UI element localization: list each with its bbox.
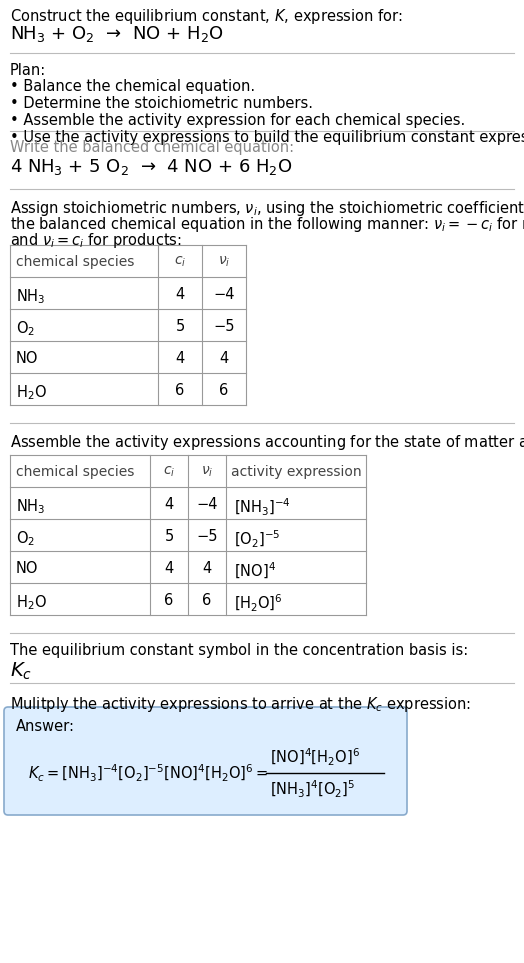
Text: Mulitply the activity expressions to arrive at the $K_c$ expression:: Mulitply the activity expressions to arr… [10,695,471,714]
Text: −4: −4 [213,287,235,302]
Text: 4 NH$_3$ + 5 O$_2$  →  4 NO + 6 H$_2$O: 4 NH$_3$ + 5 O$_2$ → 4 NO + 6 H$_2$O [10,157,292,177]
Text: H$_2$O: H$_2$O [16,383,47,402]
Text: NO: NO [16,351,38,366]
Text: 6: 6 [220,383,228,398]
Text: 5: 5 [176,319,184,334]
Text: 6: 6 [176,383,184,398]
Text: • Balance the chemical equation.: • Balance the chemical equation. [10,79,255,94]
Text: chemical species: chemical species [16,255,134,269]
Text: Assemble the activity expressions accounting for the state of matter and $\nu_i$: Assemble the activity expressions accoun… [10,433,524,452]
Text: Construct the equilibrium constant, $K$, expression for:: Construct the equilibrium constant, $K$,… [10,7,402,26]
Text: 5: 5 [165,529,173,544]
FancyBboxPatch shape [4,707,407,815]
Text: O$_2$: O$_2$ [16,529,35,548]
Text: O$_2$: O$_2$ [16,319,35,338]
Text: • Assemble the activity expression for each chemical species.: • Assemble the activity expression for e… [10,113,465,128]
Text: 4: 4 [165,561,173,576]
Text: Write the balanced chemical equation:: Write the balanced chemical equation: [10,140,294,155]
Text: Assign stoichiometric numbers, $\nu_i$, using the stoichiometric coefficients, $: Assign stoichiometric numbers, $\nu_i$, … [10,199,524,218]
Text: [O$_2$]$^{-5}$: [O$_2$]$^{-5}$ [234,529,280,550]
Text: 4: 4 [176,351,184,366]
Text: chemical species: chemical species [16,465,134,479]
Text: • Use the activity expressions to build the equilibrium constant expression.: • Use the activity expressions to build … [10,130,524,145]
Text: H$_2$O: H$_2$O [16,593,47,612]
Text: $K_c$: $K_c$ [10,661,32,683]
Text: 4: 4 [165,497,173,512]
Text: $c_i$: $c_i$ [174,255,186,270]
Text: the balanced chemical equation in the following manner: $\nu_i = -c_i$ for react: the balanced chemical equation in the fo… [10,215,524,234]
Text: [NO]$^4$: [NO]$^4$ [234,561,276,581]
Text: −4: −4 [196,497,218,512]
Text: −5: −5 [196,529,218,544]
Text: • Determine the stoichiometric numbers.: • Determine the stoichiometric numbers. [10,96,313,111]
Text: 4: 4 [176,287,184,302]
Text: NH$_3$: NH$_3$ [16,287,45,305]
Text: NO: NO [16,561,38,576]
Text: $[\mathrm{NO}]^4[\mathrm{H_2O}]^6$: $[\mathrm{NO}]^4[\mathrm{H_2O}]^6$ [270,746,360,768]
Text: 6: 6 [165,593,173,608]
Text: $\nu_i$: $\nu_i$ [218,255,230,270]
Text: activity expression: activity expression [231,465,362,479]
Text: $c_i$: $c_i$ [163,465,175,480]
Text: 4: 4 [202,561,212,576]
Text: $K_c = [\mathrm{NH_3}]^{-4}[\mathrm{O_2}]^{-5}[\mathrm{NO}]^4[\mathrm{H_2O}]^6 =: $K_c = [\mathrm{NH_3}]^{-4}[\mathrm{O_2}… [28,763,268,784]
Text: $[\mathrm{NH_3}]^4[\mathrm{O_2}]^5$: $[\mathrm{NH_3}]^4[\mathrm{O_2}]^5$ [270,778,355,799]
Text: NH$_3$: NH$_3$ [16,497,45,516]
Text: Plan:: Plan: [10,63,46,78]
Text: The equilibrium constant symbol in the concentration basis is:: The equilibrium constant symbol in the c… [10,643,468,658]
Text: 6: 6 [202,593,212,608]
Text: [NH$_3$]$^{-4}$: [NH$_3$]$^{-4}$ [234,497,291,518]
Text: [H$_2$O]$^6$: [H$_2$O]$^6$ [234,593,282,614]
Text: 4: 4 [220,351,228,366]
Text: $\nu_i$: $\nu_i$ [201,465,213,480]
Text: NH$_3$ + O$_2$  →  NO + H$_2$O: NH$_3$ + O$_2$ → NO + H$_2$O [10,24,224,44]
Text: Answer:: Answer: [16,719,75,734]
Text: −5: −5 [213,319,235,334]
Text: and $\nu_i = c_i$ for products:: and $\nu_i = c_i$ for products: [10,231,182,250]
